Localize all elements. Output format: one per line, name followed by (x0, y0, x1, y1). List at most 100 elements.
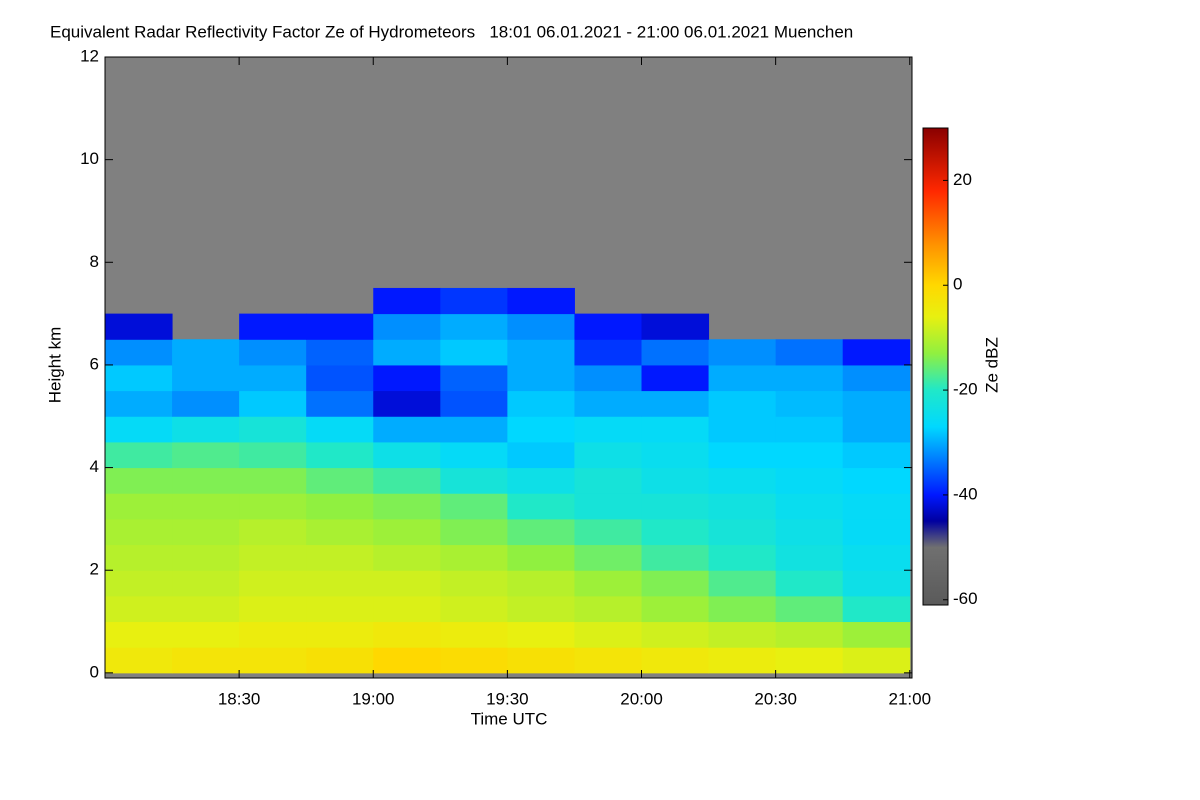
heatmap-cell (306, 441, 374, 469)
heatmap-cell (708, 647, 777, 674)
heatmap-cell (105, 621, 173, 648)
heatmap-cell (574, 621, 643, 648)
heatmap-cell (306, 544, 374, 571)
y-tick-label: 8 (90, 252, 99, 271)
heatmap-cell (239, 313, 307, 340)
heatmap-cell (373, 467, 441, 494)
heatmap-cell (373, 647, 441, 674)
colorbar-tick-label: -20 (953, 380, 978, 399)
heatmap-cell (708, 441, 777, 469)
heatmap-cell (574, 390, 643, 417)
heatmap-cell (440, 416, 508, 443)
x-tick-label: 20:00 (620, 689, 663, 708)
heatmap-cell (775, 595, 844, 623)
heatmap-cell (507, 339, 575, 366)
heatmap-cell (641, 441, 710, 469)
heatmap-cell (574, 595, 643, 623)
heatmap-cell (775, 544, 844, 571)
x-tick-label: 20:30 (754, 689, 797, 708)
heatmap-cell (708, 621, 777, 648)
y-tick-label: 0 (90, 662, 99, 681)
heatmap-cell (105, 570, 173, 597)
heatmap-cell (842, 390, 911, 417)
heatmap-cell (306, 339, 374, 366)
heatmap-cell (172, 364, 240, 392)
heatmap-cell (708, 544, 777, 571)
heatmap-cell (239, 621, 307, 648)
heatmap-cell (172, 390, 240, 417)
y-tick-label: 2 (90, 560, 99, 579)
heatmap-cell (105, 518, 173, 546)
heatmap-cell (105, 364, 173, 392)
heatmap-cell (641, 390, 710, 417)
heatmap-cell (373, 493, 441, 520)
heatmap-cell (172, 595, 240, 623)
heatmap-cell (641, 364, 710, 392)
y-tick-label: 10 (80, 149, 99, 168)
y-tick-label: 12 (80, 46, 99, 65)
heatmap-cell (708, 493, 777, 520)
heatmap-cell (775, 441, 844, 469)
heatmap-cell (373, 595, 441, 623)
heatmap-cell (507, 390, 575, 417)
colorbar-tick-label: -40 (953, 484, 978, 503)
heatmap-cell (842, 621, 911, 648)
heatmap-cells (105, 287, 911, 674)
x-tick-label: 18:30 (218, 689, 261, 708)
heatmap-cell (105, 313, 173, 340)
heatmap-cell (507, 467, 575, 494)
heatmap-cell (105, 647, 173, 674)
heatmap-cell (440, 364, 508, 392)
heatmap-cell (373, 621, 441, 648)
heatmap-cell (373, 313, 441, 340)
heatmap-cell (239, 441, 307, 469)
heatmap-cell (574, 467, 643, 494)
heatmap-cell (440, 518, 508, 546)
heatmap-cell (306, 595, 374, 623)
heatmap-cell (775, 339, 844, 366)
heatmap-cell (641, 518, 710, 546)
heatmap-cell (306, 570, 374, 597)
heatmap-cell (440, 441, 508, 469)
heatmap-cell (105, 544, 173, 571)
heatmap-cell (440, 570, 508, 597)
heatmap-cell (507, 621, 575, 648)
heatmap-cell (373, 416, 441, 443)
colorbar (922, 127, 949, 606)
heatmap-cell (507, 287, 575, 315)
heatmap-cell (775, 518, 844, 546)
heatmap-cell (775, 416, 844, 443)
heatmap-cell (507, 647, 575, 674)
heatmap-cell (440, 544, 508, 571)
heatmap-cell (440, 595, 508, 623)
heatmap-cell (574, 339, 643, 366)
heatmap-cell (507, 570, 575, 597)
heatmap-cell (239, 364, 307, 392)
heatmap-cell (574, 570, 643, 597)
heatmap-cell (641, 544, 710, 571)
heatmap-cell (641, 313, 710, 340)
heatmap-cell (708, 467, 777, 494)
heatmap-cell (306, 364, 374, 392)
heatmap-cell (239, 570, 307, 597)
heatmap-cell (306, 467, 374, 494)
heatmap-cell (105, 339, 173, 366)
colorbar-tick-label: 20 (953, 170, 972, 189)
heatmap-cell (842, 595, 911, 623)
heatmap-cell (306, 647, 374, 674)
y-tick-label: 4 (90, 457, 99, 476)
heatmap-cell (105, 441, 173, 469)
x-axis-label: Time UTC (471, 709, 548, 728)
heatmap-cell (172, 416, 240, 443)
heatmap-cell (842, 544, 911, 571)
heatmap-cell (574, 441, 643, 469)
heatmap-cell (239, 595, 307, 623)
heatmap-cell (172, 544, 240, 571)
heatmap-cell (574, 544, 643, 571)
heatmap-cell (105, 467, 173, 494)
heatmap-cell (239, 467, 307, 494)
heatmap-cell (641, 621, 710, 648)
heatmap-cell (574, 416, 643, 443)
chart-title: Equivalent Radar Reflectivity Factor Ze … (50, 22, 853, 41)
heatmap-cell (641, 493, 710, 520)
